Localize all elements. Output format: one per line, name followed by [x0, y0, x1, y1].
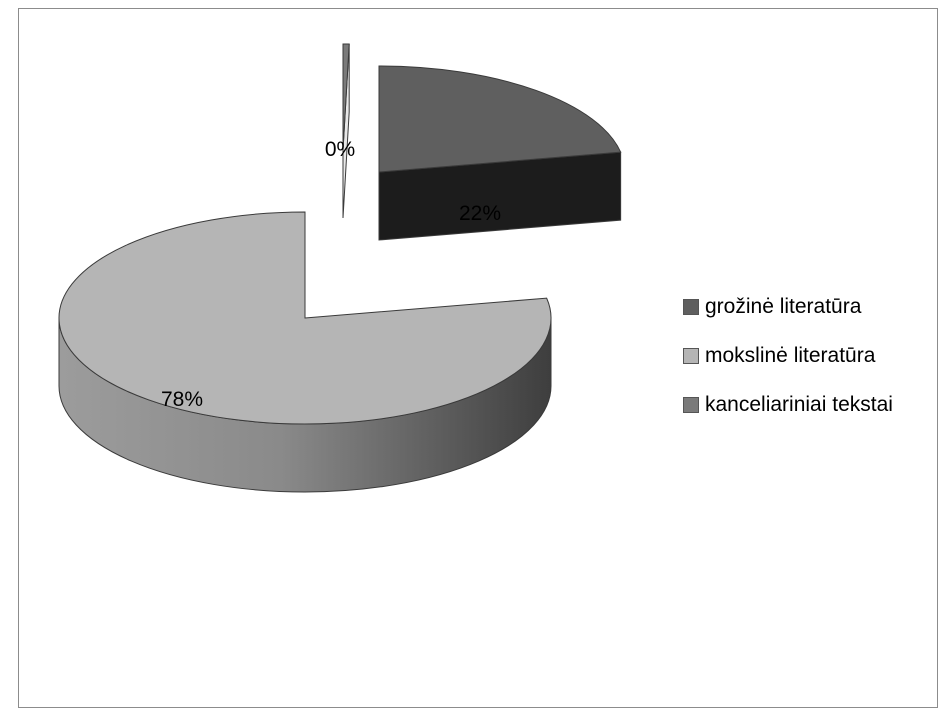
legend-swatch-mokslyne — [683, 347, 699, 364]
legend-label-kanceliariniai: kanceliariniai tekstai — [705, 392, 893, 416]
data-label-kanceliariniai: 0% — [325, 138, 355, 161]
pie-chart: 22% 78% 0% — [58, 43, 622, 493]
legend-label-grozine: grožinė literatūra — [705, 294, 862, 318]
legend-swatch-grozine — [683, 298, 699, 315]
slice-top-grozine — [378, 65, 622, 173]
legend-swatch-kanceliariniai — [683, 396, 699, 413]
legend: grožinė literatūra mokslinė literatūra k… — [683, 292, 893, 439]
legend-label-mokslyne: mokslinė literatūra — [705, 343, 876, 367]
chart-area: 22% 78% 0% grožinė literatūra mokslinė lit… — [18, 8, 938, 708]
data-label-mokslyne: 78% — [161, 388, 203, 411]
legend-item-grozine: grožinė literatūra — [683, 292, 893, 321]
slice-top-kanceliariniai — [342, 43, 350, 151]
legend-item-mokslyne: mokslinė literatūra — [683, 341, 893, 370]
slice-top-mokslyne — [58, 211, 552, 425]
data-label-grozine: 22% — [459, 202, 501, 225]
legend-item-kanceliariniai: kanceliariniai tekstai — [683, 390, 893, 419]
